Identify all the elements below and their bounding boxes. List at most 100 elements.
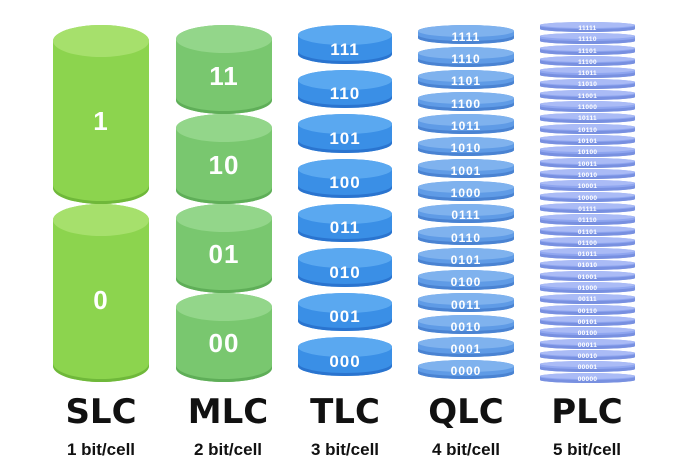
plc-cell-state-label: 01101 bbox=[577, 228, 598, 236]
qlc-cell-top bbox=[418, 292, 514, 305]
slc-cell-state: 0 bbox=[53, 203, 149, 382]
plc-cell-top bbox=[540, 78, 635, 85]
qlc-title: QLC bbox=[428, 392, 504, 432]
tlc-cell-top bbox=[298, 248, 392, 269]
qlc-cell-state: 0110 bbox=[418, 225, 514, 246]
plc-cell-state-label: 11011 bbox=[578, 70, 597, 78]
plc-cell-state-label: 10001 bbox=[577, 183, 598, 191]
plc-cell-top bbox=[540, 44, 635, 51]
plc-cell-top bbox=[540, 282, 635, 289]
slc-cell-state: 1 bbox=[53, 25, 149, 204]
plc-cell-top bbox=[540, 327, 635, 334]
qlc-cell-top bbox=[418, 136, 514, 149]
qlc-cell-state-label: 1100 bbox=[450, 96, 482, 111]
qlc-cell-state: 0101 bbox=[418, 248, 514, 268]
qlc-cell-top bbox=[418, 248, 514, 261]
plc-cell-state: 11011 bbox=[540, 67, 635, 78]
plc-cell-state: 10111 bbox=[540, 112, 635, 123]
plc-cell-top bbox=[540, 372, 635, 379]
plc-cell-state-label: 00010 bbox=[577, 352, 598, 360]
plc-cell-top bbox=[540, 270, 635, 277]
plc-cell-state-label: 00101 bbox=[577, 319, 598, 327]
qlc-cell-state-label: 0011 bbox=[450, 297, 482, 312]
plc-cell-top bbox=[540, 180, 635, 187]
mlc-cell-state: 01 bbox=[176, 203, 272, 293]
tlc-bits-per-cell: 3 bit/cell bbox=[310, 440, 380, 459]
plc-cell-state: 01101 bbox=[540, 225, 635, 236]
tlc-title: TLC bbox=[310, 392, 380, 432]
qlc-cell-state-label: 1001 bbox=[450, 163, 482, 178]
mlc-cell-top bbox=[176, 292, 272, 321]
tlc-cell-state: 010 bbox=[298, 248, 392, 287]
tlc-cell-top bbox=[298, 337, 392, 358]
plc-cell-state-label: 11101 bbox=[578, 47, 597, 55]
plc-cell-state: 10010 bbox=[540, 169, 635, 180]
plc-cell-state: 00000 bbox=[540, 372, 635, 383]
plc-cell-state: 11100 bbox=[540, 55, 635, 67]
plc-cell-state: 00010 bbox=[540, 350, 635, 361]
plc-cell-state-label: 10100 bbox=[577, 149, 598, 157]
tlc-cell-state-label: 000 bbox=[329, 351, 361, 371]
slc-cell-state-label: 0 bbox=[93, 284, 109, 315]
qlc-cell-top bbox=[418, 337, 514, 350]
tlc-cell-state: 111 bbox=[298, 25, 392, 64]
plc-cell-state-label: 01000 bbox=[577, 285, 598, 293]
qlc-cell-state: 0011 bbox=[418, 292, 514, 313]
plc-cell-state: 10110 bbox=[540, 123, 635, 135]
plc-cell-state: 10001 bbox=[540, 180, 635, 191]
mlc-title: MLC bbox=[187, 392, 269, 432]
qlc-cell-state-label: 1000 bbox=[450, 185, 482, 200]
plc-cell-state-label: 01011 bbox=[577, 251, 598, 259]
qlc-cell-top bbox=[418, 114, 514, 127]
plc-cell-state-label: 11001 bbox=[577, 92, 598, 100]
qlc-cell-state: 1011 bbox=[418, 114, 514, 134]
qlc-cell-state: 1101 bbox=[418, 69, 514, 89]
tlc-cell-state-label: 110 bbox=[329, 84, 361, 104]
plc-cell-state: 00110 bbox=[540, 304, 635, 316]
qlc-cell-state: 1111 bbox=[418, 25, 514, 45]
qlc-cell-state: 0010 bbox=[418, 315, 514, 335]
mlc-cell-top bbox=[176, 203, 272, 232]
plc-cell-state-label: 10010 bbox=[577, 171, 598, 179]
qlc-cell-state-label: 0110 bbox=[450, 230, 482, 245]
plc-cell-top bbox=[540, 33, 635, 40]
mlc-cell-state-label: 10 bbox=[208, 149, 240, 180]
plc-cell-state-label: 00000 bbox=[577, 375, 598, 383]
plc-cell-state: 01100 bbox=[540, 236, 635, 248]
plc-cell-state-label: 11010 bbox=[577, 81, 598, 89]
qlc-cell-top bbox=[418, 359, 514, 372]
tlc-cell-state-label: 011 bbox=[329, 218, 361, 238]
plc-cell-state-label: 11000 bbox=[577, 104, 598, 112]
qlc-cell-state-label: 0100 bbox=[450, 275, 482, 290]
tlc-cell-state-label: 010 bbox=[329, 262, 361, 282]
qlc-cell-state: 1110 bbox=[418, 47, 514, 67]
plc-cell-state: 01011 bbox=[540, 248, 635, 259]
plc-cell-top bbox=[540, 89, 635, 96]
tlc-cell-top bbox=[298, 203, 392, 224]
plc-cell-top bbox=[540, 55, 635, 62]
plc-cell-state: 11010 bbox=[540, 78, 635, 89]
plc-cell-state: 00011 bbox=[540, 338, 635, 350]
qlc-cell-state-label: 0101 bbox=[450, 252, 482, 267]
plc-cell-top bbox=[540, 191, 635, 198]
plc-cell-top bbox=[540, 112, 635, 119]
mlc-cell-state: 00 bbox=[176, 292, 272, 382]
qlc-cell-state-label: 1010 bbox=[450, 141, 482, 156]
qlc-cell-state: 1000 bbox=[418, 181, 514, 201]
plc-cell-state-label: 01110 bbox=[578, 217, 597, 225]
qlc-cell-state: 1010 bbox=[418, 136, 514, 156]
tlc-cell-state: 011 bbox=[298, 203, 392, 243]
plc-cell-state: 01111 bbox=[540, 203, 635, 214]
plc-cell-top bbox=[540, 304, 635, 311]
qlc-cell-state: 0001 bbox=[418, 337, 514, 357]
mlc-cell-state-label: 00 bbox=[208, 328, 240, 359]
plc-cell-state-label: 00111 bbox=[578, 296, 597, 304]
qlc-cell-top bbox=[418, 158, 514, 171]
qlc-cell-state-label: 0111 bbox=[451, 208, 481, 223]
qlc-cell-state: 1001 bbox=[418, 158, 514, 179]
tlc-cell-state-label: 101 bbox=[329, 128, 361, 148]
plc-cell-top bbox=[540, 135, 635, 142]
plc-cell-state-label: 01010 bbox=[577, 262, 598, 270]
tlc-cell-top bbox=[298, 158, 392, 179]
plc-cell-top bbox=[540, 316, 635, 323]
